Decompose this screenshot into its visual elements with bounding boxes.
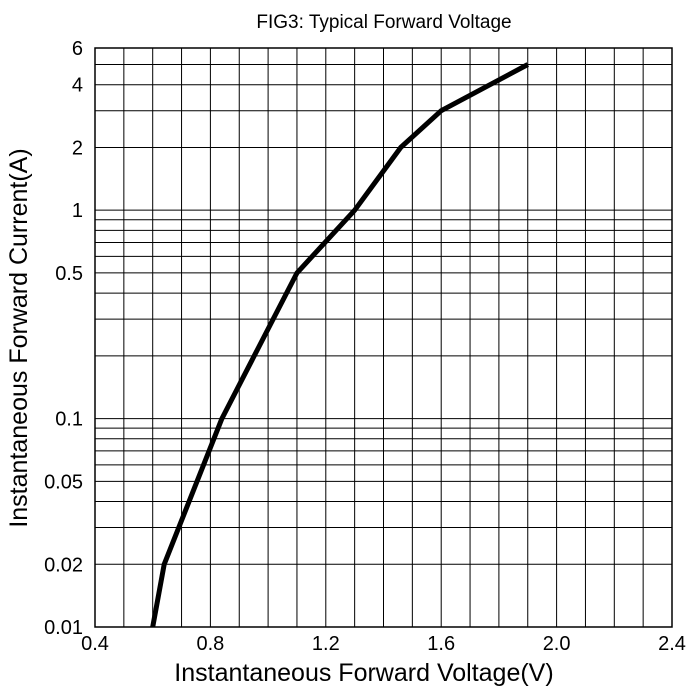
- chart-title: FIG3: Typical Forward Voltage: [256, 12, 511, 33]
- forward-voltage-curve: [150, 62, 529, 628]
- y-axis-title: Instantaneous Forward Current(A): [5, 148, 33, 527]
- y-tick-label: 4: [72, 75, 83, 97]
- y-tick-labels: 0.01 0.02 0.05 0.1 0.5 1 2 4 6: [44, 38, 83, 639]
- y-tick-label: 0.01: [44, 617, 83, 639]
- y-tick-label: 1: [72, 200, 83, 222]
- x-tick-labels: 0.4 0.8 1.2 1.6 2.0 2.4: [81, 633, 686, 655]
- y-tick-label: 0.5: [55, 263, 83, 285]
- y-tick-label: 6: [72, 38, 83, 60]
- x-tick-label: 2.0: [543, 633, 571, 655]
- x-tick-label: 1.6: [427, 633, 455, 655]
- plot-frame: [94, 47, 673, 628]
- y-tick-label: 0.1: [55, 409, 83, 431]
- x-tick-label: 2.4: [658, 633, 686, 655]
- x-axis-title: Instantaneous Forward Voltage(V): [174, 659, 553, 687]
- grid-lines: [95, 48, 672, 627]
- series-line-group: [150, 62, 529, 628]
- x-tick-label: 0.4: [81, 633, 109, 655]
- x-tick-label: 0.8: [196, 633, 224, 655]
- x-tick-label: 1.2: [312, 633, 340, 655]
- y-tick-label: 0.02: [44, 554, 83, 576]
- y-tick-label: 2: [72, 137, 83, 159]
- y-tick-label: 0.05: [44, 471, 83, 493]
